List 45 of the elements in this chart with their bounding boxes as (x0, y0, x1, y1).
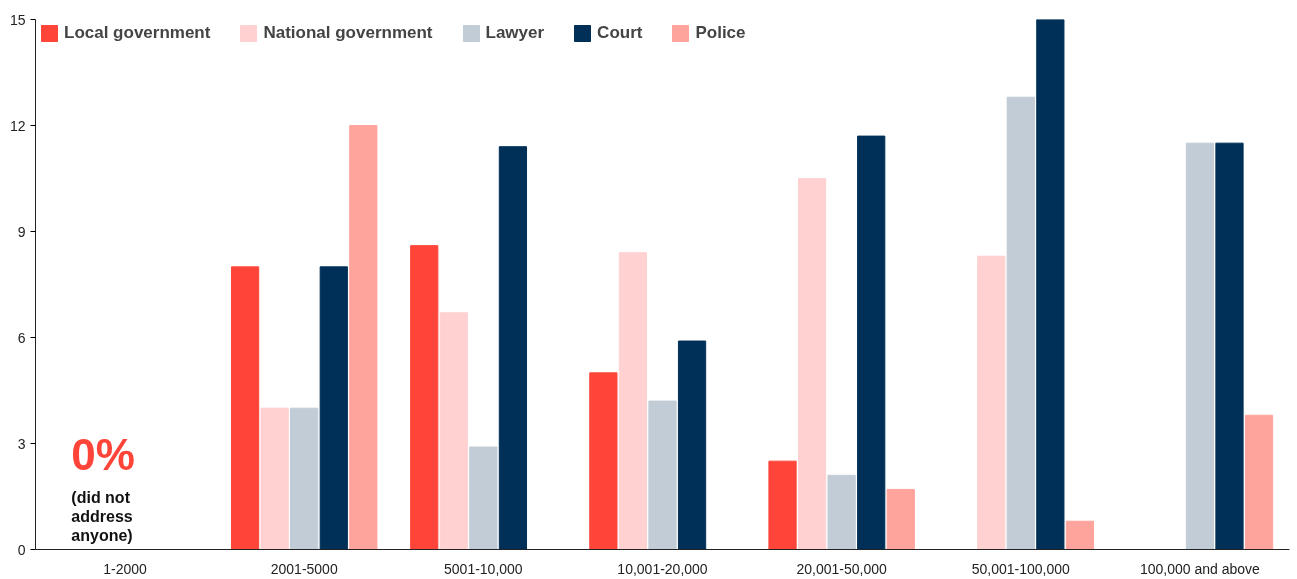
bar (230, 266, 260, 550)
x-tick-label: 20,001-50,000 (796, 560, 888, 577)
bar (1065, 520, 1095, 550)
y-tick-label: 15 (9, 11, 26, 28)
x-tick-label: 10,001-20,000 (617, 560, 708, 577)
annotation: (did not address anyone) (71, 489, 133, 545)
y-tick-label: 9 (17, 223, 26, 240)
annotation: 0% (71, 429, 135, 479)
bar (1006, 96, 1035, 550)
bar (1244, 414, 1274, 550)
bar (439, 312, 468, 550)
bar (1215, 142, 1244, 550)
x-tick-label: 1-2000 (103, 560, 148, 577)
bar (827, 474, 856, 550)
x-tick-label: 100,000 and above (1139, 560, 1261, 577)
legend-label: Lawyer (485, 23, 545, 43)
bar (290, 407, 319, 550)
bar (857, 135, 886, 550)
legend-label: Local government (64, 23, 211, 43)
bar (768, 460, 797, 550)
bar (319, 266, 348, 550)
bar (977, 255, 1006, 550)
y-tick-label: 0 (17, 541, 26, 558)
y-tick-label: 6 (17, 329, 26, 346)
bar (677, 340, 707, 550)
bar (1185, 142, 1215, 550)
legend-label: Court (597, 23, 643, 43)
bar (797, 178, 827, 550)
bar (349, 125, 378, 550)
bar (498, 146, 528, 550)
bar (260, 407, 289, 550)
bar (410, 245, 439, 550)
x-tick-label: 5001-10,000 (444, 560, 523, 577)
legend-label: Police (695, 23, 746, 43)
bar (1036, 19, 1065, 550)
bar (886, 488, 915, 550)
y-tick-label: 3 (17, 435, 26, 452)
legend-label: National government (263, 23, 433, 43)
bar (648, 400, 677, 550)
x-tick-label: 50,001-100,000 (971, 560, 1071, 577)
bar (618, 252, 648, 550)
x-tick-label: 2001-5000 (270, 560, 338, 577)
bar (469, 446, 498, 550)
y-tick-label: 12 (9, 117, 26, 134)
bar (589, 372, 618, 550)
